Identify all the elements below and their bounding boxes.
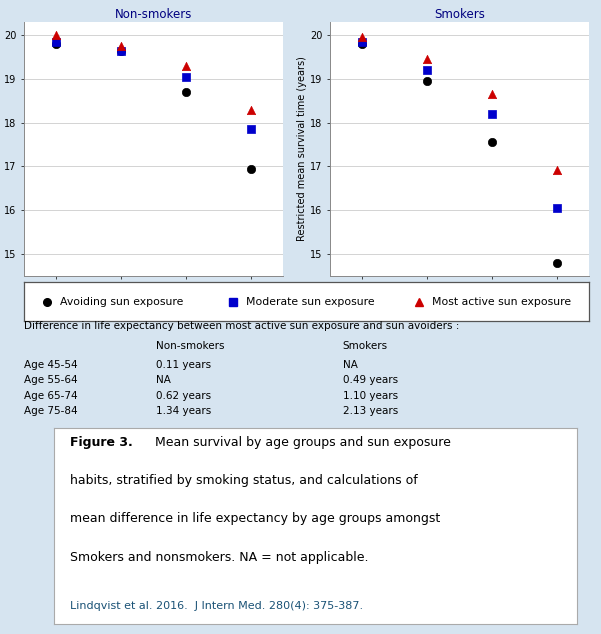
Point — [52, 30, 61, 41]
Text: Figure 3.: Figure 3. — [70, 436, 133, 449]
Point — [552, 164, 561, 174]
Point — [358, 37, 367, 47]
Point — [246, 124, 255, 134]
Point — [487, 109, 496, 119]
Point — [117, 46, 126, 56]
Point — [487, 89, 496, 100]
Text: Age 45-54: Age 45-54 — [24, 360, 78, 370]
Point — [423, 55, 432, 65]
Text: habits, stratified by smoking status, and calculations of: habits, stratified by smoking status, an… — [70, 474, 418, 487]
Text: 0.11 years: 0.11 years — [156, 360, 212, 370]
Text: Non-smokers: Non-smokers — [156, 341, 225, 351]
Text: Smokers and nonsmokers. NA = not applicable.: Smokers and nonsmokers. NA = not applica… — [70, 551, 368, 564]
Point — [552, 257, 561, 268]
Text: 1.10 years: 1.10 years — [343, 391, 398, 401]
Y-axis label: Restricted mean survival time (years): Restricted mean survival time (years) — [297, 56, 307, 242]
Point — [181, 87, 191, 97]
Text: Lindqvist et al. 2016.  J Intern Med. 280(4): 375-387.: Lindqvist et al. 2016. J Intern Med. 280… — [70, 601, 363, 611]
Text: Age 65-74: Age 65-74 — [24, 391, 78, 401]
Text: Age 55-64: Age 55-64 — [24, 375, 78, 385]
Point — [246, 164, 255, 174]
Text: 0.62 years: 0.62 years — [156, 391, 212, 401]
Point — [358, 39, 367, 49]
Text: mean difference in life expectancy by age groups amongst: mean difference in life expectancy by ag… — [70, 512, 440, 526]
Title: Non-smokers: Non-smokers — [115, 8, 192, 21]
Text: Smokers: Smokers — [343, 341, 388, 351]
Text: Avoiding sun exposure: Avoiding sun exposure — [59, 297, 183, 307]
Text: Difference in life expectancy between most active sun exposure and sun avoiders : Difference in life expectancy between mo… — [24, 321, 459, 332]
Point — [117, 41, 126, 51]
Point — [181, 72, 191, 82]
Point — [181, 61, 191, 71]
Text: 0.49 years: 0.49 years — [343, 375, 398, 385]
Text: 1.34 years: 1.34 years — [156, 406, 212, 416]
Point — [358, 32, 367, 42]
Text: NA: NA — [343, 360, 358, 370]
X-axis label: Age at inclusion to the study: Age at inclusion to the study — [389, 296, 529, 306]
Y-axis label: Restricted mean survival time (years): Restricted mean survival time (years) — [0, 56, 1, 242]
Point — [117, 46, 126, 56]
Text: Most active sun exposure: Most active sun exposure — [433, 297, 572, 307]
Text: Age 75-84: Age 75-84 — [24, 406, 78, 416]
Text: 2.13 years: 2.13 years — [343, 406, 398, 416]
Text: Mean survival by age groups and sun exposure: Mean survival by age groups and sun expo… — [151, 436, 451, 449]
Point — [423, 76, 432, 86]
Point — [552, 203, 561, 213]
Title: Smokers: Smokers — [434, 8, 485, 21]
Point — [246, 105, 255, 115]
Point — [52, 37, 61, 47]
Text: NA: NA — [156, 375, 171, 385]
X-axis label: Age at inclusion to the study: Age at inclusion to the study — [84, 296, 224, 306]
Point — [487, 138, 496, 148]
Point — [423, 65, 432, 75]
Point — [52, 39, 61, 49]
Text: Moderate sun exposure: Moderate sun exposure — [246, 297, 374, 307]
